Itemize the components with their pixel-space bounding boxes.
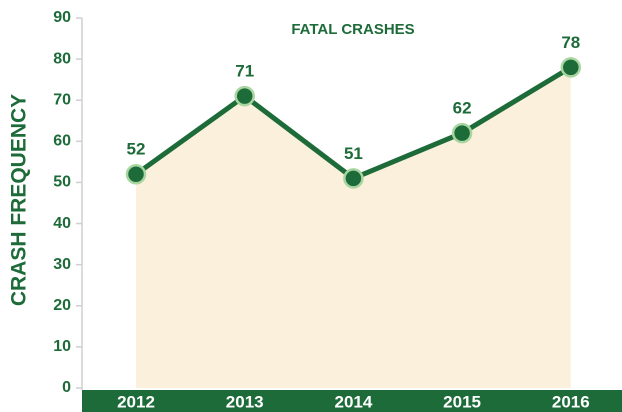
y-tick-label: 20 xyxy=(53,297,71,314)
data-label: 71 xyxy=(235,62,254,81)
point xyxy=(451,122,473,144)
area xyxy=(136,67,571,388)
data-label: 52 xyxy=(127,140,146,159)
x-tick-label: 2016 xyxy=(552,392,590,411)
y-tick-label: 10 xyxy=(53,338,71,355)
chart-title: FATAL CRASHES xyxy=(291,21,414,38)
y-tick-label: 80 xyxy=(53,50,71,67)
y-tick-label: 70 xyxy=(53,91,71,108)
y-tick-label: 30 xyxy=(53,256,71,273)
point xyxy=(343,168,364,189)
point xyxy=(234,85,255,107)
y-tick-label: 0 xyxy=(62,379,71,396)
y-axis-label: CRASH FREQUENCY xyxy=(8,94,31,306)
y-tick-label: 50 xyxy=(53,174,71,191)
x-tick-label: 2012 xyxy=(117,392,155,411)
x-tick-label: 2013 xyxy=(226,392,264,411)
point xyxy=(125,163,147,185)
data-label: 51 xyxy=(344,144,363,163)
x-tick-label: 2014 xyxy=(334,392,372,411)
x-tick-label: 2015 xyxy=(443,392,481,411)
data-label: 62 xyxy=(453,99,472,118)
y-tick-label: 60 xyxy=(53,133,71,150)
y-tick-label: 90 xyxy=(53,9,71,26)
point xyxy=(560,57,582,78)
data-label: 78 xyxy=(561,33,580,52)
x-axis-band xyxy=(82,390,622,412)
y-tick-label: 40 xyxy=(53,215,71,232)
